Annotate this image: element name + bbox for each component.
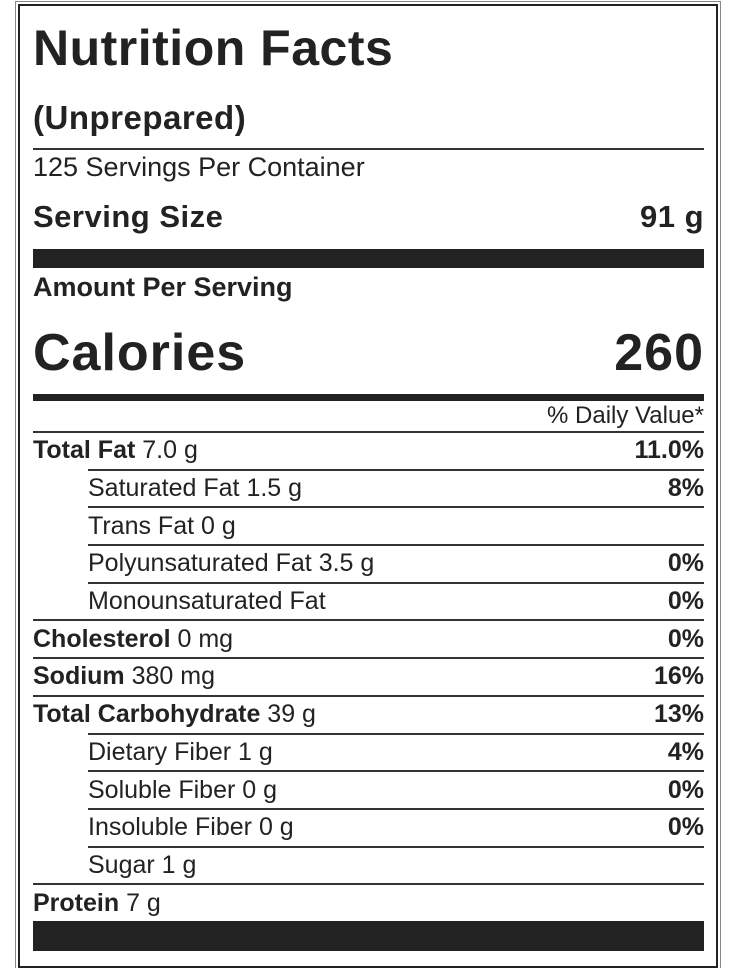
nutrient-row: Total Fat 7.0 g 11.0% [33, 431, 704, 469]
serving-size: Serving Size 91 g [33, 198, 704, 236]
nutrient-row: Insoluble Fiber 0 g 0% [88, 807, 704, 846]
nutrient-amount: 7 g [126, 888, 161, 917]
medium-bar [33, 394, 704, 401]
nutrient-name: Soluble Fiber [88, 775, 236, 804]
nutrient-name: Total Carbohydrate [33, 700, 261, 729]
daily-value: 0% [667, 549, 704, 578]
nutrient-row: Soluble Fiber 0 g 0% [88, 770, 704, 808]
nutrient-amount: 1 g [238, 737, 273, 766]
daily-value: 0% [667, 587, 704, 616]
nutrient-amount: 1.5 g [246, 474, 303, 503]
nutrient-name: Monounsaturated Fat [88, 587, 326, 616]
nutrient-row: Trans Fat 0 g [88, 506, 704, 544]
calories-label: Calories [33, 324, 247, 382]
daily-value: 4% [667, 737, 704, 766]
nutrient-name: Insoluble Fiber [88, 813, 252, 842]
nutrient-rows: Total Fat 7.0 g 11.0% Saturated Fat 1.5 g… [33, 431, 704, 921]
nutrient-row: Polyunsaturated Fat 3.5 g 0% [88, 544, 704, 582]
nutrient-name: Saturated Fat [88, 474, 240, 503]
nutrient-amount: 1 g [161, 850, 197, 879]
nutrient-row: Sugar 1 g [88, 845, 704, 884]
daily-value: 16% [653, 662, 704, 691]
nutrient-amount: 380 mg [131, 662, 216, 691]
calories-value: 260 [614, 324, 704, 382]
nutrient-amount: 39 g [267, 700, 316, 729]
daily-value: 8% [667, 474, 704, 503]
amount-per-serving: Amount Per Serving [33, 272, 293, 302]
daily-value: 13% [653, 700, 704, 729]
nutrient-name: Sodium [33, 662, 125, 691]
nutrient-name: Dietary Fiber [88, 737, 232, 766]
title: Nutrition Facts [33, 20, 394, 76]
daily-value: 0% [667, 775, 704, 804]
servings: 125 Servings Per Container [33, 152, 365, 182]
nutrient-row: Dietary Fiber 1 g 4% [88, 732, 704, 771]
daily-value-header: % Daily Value* [547, 402, 704, 429]
nutrient-row: Monounsaturated Fat 0% [88, 581, 704, 620]
daily-value: 0% [667, 813, 704, 842]
nutrient-amount: 0 g [258, 813, 294, 842]
nutrient-amount: 3.5 g [318, 549, 375, 578]
nutrient-amount: 0 g [201, 511, 236, 540]
divider [33, 148, 704, 150]
nutrient-row: Total Carbohydrate 39 g 13% [33, 694, 704, 733]
nutrient-name: Polyunsaturated Fat [88, 549, 312, 578]
nutrient-name: Sugar [88, 850, 155, 879]
serving-size-value: 91 g [639, 199, 704, 234]
nutrient-row: Protein 7 g [33, 883, 704, 921]
calories: Calories 260 [33, 322, 704, 384]
daily-value: 0% [667, 624, 704, 653]
thick-bar [33, 249, 704, 268]
daily-value: 11.0% [634, 436, 704, 465]
nutrient-row: Saturated Fat 1.5 g 8% [88, 468, 704, 507]
nutrient-amount: 0 g [242, 775, 278, 804]
nutrient-name: Trans Fat [88, 511, 195, 540]
nutrient-name: Total Fat [33, 436, 136, 465]
thick-bar [33, 921, 704, 951]
nutrient-amount: 0 mg [177, 624, 234, 653]
nutrient-name: Cholesterol [33, 624, 171, 653]
nutrient-row: Sodium 380 mg 16% [33, 657, 704, 695]
subtitle: (Unprepared) [33, 99, 247, 136]
nutrient-row: Cholesterol 0 mg 0% [33, 619, 704, 657]
nutrient-amount: 7.0 g [142, 436, 198, 465]
serving-size-label: Serving Size [33, 199, 224, 234]
page: {"header":{"title":"Nutrition Facts","su… [15, 1, 721, 968]
nutrient-name: Protein [33, 888, 120, 917]
